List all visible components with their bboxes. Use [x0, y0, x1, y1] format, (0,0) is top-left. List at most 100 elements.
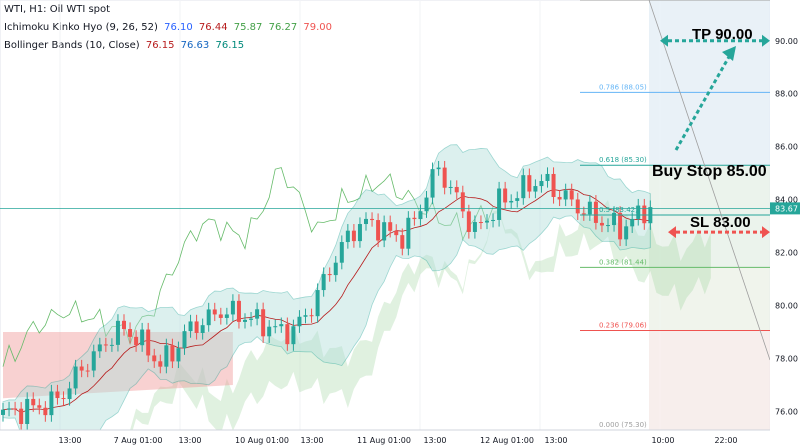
time-tick: 22:00	[714, 436, 737, 445]
candle	[85, 370, 90, 372]
candle	[218, 314, 223, 318]
price-tick: 82.00	[775, 249, 798, 258]
candle	[212, 309, 217, 315]
candle	[460, 192, 465, 212]
candle	[13, 408, 18, 410]
bollinger-basis	[2, 188, 651, 414]
candle	[206, 309, 211, 326]
tp-arrowhead	[660, 34, 668, 47]
candle	[557, 196, 562, 200]
tp-arrowhead	[762, 34, 770, 47]
price-tick: 88.00	[775, 90, 798, 99]
candle	[606, 225, 610, 227]
candle	[255, 309, 260, 319]
ichimoku-value: 79.00	[303, 22, 333, 33]
candle	[351, 230, 356, 242]
candle	[200, 325, 205, 333]
candle	[73, 366, 78, 389]
buy-stop-label: Buy Stop 85.00	[652, 163, 767, 180]
time-tick: 11 Aug 01:00	[357, 436, 411, 445]
ichimoku-cloud-bear	[3, 332, 233, 399]
candle	[152, 355, 157, 362]
time-tick: 10:00	[651, 436, 674, 445]
price-tick: 76.00	[775, 407, 798, 416]
candle	[279, 324, 284, 327]
candle	[49, 391, 54, 416]
bollinger-value: 76.15	[215, 40, 245, 51]
symbol-title: WTI, H1: Oil WTI spot	[4, 4, 113, 15]
candle	[103, 344, 108, 346]
time-tick: 7 Aug 01:00	[114, 436, 163, 445]
candle	[188, 321, 193, 332]
candle	[55, 391, 60, 399]
candle	[485, 220, 489, 223]
fib-zone	[649, 215, 770, 268]
candle	[158, 361, 163, 367]
candle	[466, 211, 471, 232]
candle	[400, 235, 405, 249]
candle	[194, 321, 199, 333]
bollinger-value: 76.15	[145, 40, 175, 51]
candle	[170, 345, 175, 362]
fib-zone	[649, 0, 770, 93]
fib-label: 0.236 (79.06)	[599, 321, 647, 329]
candle	[243, 319, 247, 322]
candle	[315, 290, 320, 317]
candle	[612, 212, 617, 226]
candle	[79, 366, 84, 371]
candle	[406, 217, 411, 249]
candle	[424, 197, 429, 212]
candle	[297, 316, 302, 327]
fib-label: 0.382 (81.44)	[599, 258, 647, 266]
bollinger-label: Bollinger Bands (10, Close)	[4, 40, 140, 51]
candle	[581, 213, 586, 215]
candle	[230, 300, 235, 315]
fib-zone	[649, 330, 770, 430]
candle	[436, 167, 441, 170]
candle	[382, 222, 387, 241]
candle	[249, 318, 254, 320]
fib-trendline	[648, 0, 771, 361]
ichimoku-value: 75.87	[233, 22, 263, 33]
candle	[491, 219, 496, 221]
price-axis	[770, 0, 800, 448]
candle	[430, 169, 435, 198]
ichimoku-legend: Ichimoku Kinko Hyo (9, 26, 52) 76.10 76.…	[4, 22, 335, 33]
candle	[527, 175, 532, 192]
candle	[19, 408, 24, 424]
candle	[630, 218, 635, 227]
candle	[115, 320, 120, 345]
fib-label: 0.000 (75.30)	[599, 421, 647, 429]
time-tick: 13:00	[300, 436, 323, 445]
candle	[25, 398, 30, 424]
candle	[448, 186, 453, 188]
candle	[376, 220, 381, 241]
candle	[333, 262, 338, 276]
buy-arrow	[674, 54, 732, 151]
candle	[593, 201, 598, 223]
candle	[7, 408, 12, 410]
candle	[642, 205, 647, 224]
candle	[182, 331, 187, 349]
ichimoku-label: Ichimoku Kinko Hyo (9, 26, 52)	[4, 22, 158, 33]
price-tick: 86.00	[775, 143, 798, 152]
candle	[1, 409, 5, 415]
candle	[478, 222, 483, 224]
candle	[327, 274, 332, 276]
candle	[134, 336, 139, 346]
candle	[309, 315, 314, 317]
candle	[370, 218, 375, 221]
candle	[140, 329, 145, 346]
candle	[388, 222, 393, 231]
candle	[515, 198, 520, 201]
candle	[539, 180, 544, 187]
candle	[345, 230, 350, 243]
candle	[303, 315, 308, 317]
price-tick: 90.00	[775, 37, 798, 46]
candle	[109, 344, 114, 346]
time-tick: 13:00	[423, 436, 446, 445]
candle	[91, 351, 96, 371]
candle	[164, 345, 169, 367]
candle	[624, 226, 629, 240]
